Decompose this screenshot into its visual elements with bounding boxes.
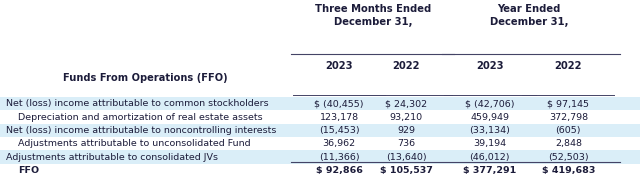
Bar — [0, 124, 640, 137]
Text: Net (loss) income attributable to common stockholders: Net (loss) income attributable to common… — [6, 99, 269, 108]
Text: 459,949: 459,949 — [470, 112, 509, 122]
Text: Adjustments attributable to unconsolidated Fund: Adjustments attributable to unconsolidat… — [18, 139, 250, 148]
Text: 2,848: 2,848 — [555, 139, 582, 148]
Text: (52,503): (52,503) — [548, 153, 589, 162]
Text: Funds From Operations (FFO): Funds From Operations (FFO) — [63, 73, 228, 83]
Text: 39,194: 39,194 — [473, 139, 506, 148]
Text: 93,210: 93,210 — [390, 112, 423, 122]
Text: Net (loss) income attributable to noncontrolling interests: Net (loss) income attributable to noncon… — [6, 126, 276, 135]
Text: 36,962: 36,962 — [323, 139, 356, 148]
Bar — [0, 150, 640, 164]
Text: 2022: 2022 — [393, 61, 420, 70]
Text: $ 419,683: $ 419,683 — [541, 166, 595, 175]
Text: (15,453): (15,453) — [319, 126, 360, 135]
Text: Year Ended
December 31,: Year Ended December 31, — [490, 4, 568, 27]
Text: Adjustments attributable to consolidated JVs: Adjustments attributable to consolidated… — [6, 153, 218, 162]
Text: 123,178: 123,178 — [319, 112, 359, 122]
Text: (46,012): (46,012) — [469, 153, 510, 162]
Text: $ 24,302: $ 24,302 — [385, 99, 428, 108]
Text: Adjustments attributable to unconsolidated Fund: Adjustments attributable to unconsolidat… — [18, 139, 250, 148]
Bar — [0, 97, 640, 110]
Text: Depreciation and amortization of real estate assets: Depreciation and amortization of real es… — [18, 112, 262, 122]
Text: $ 105,537: $ 105,537 — [380, 166, 433, 175]
Text: 2023: 2023 — [326, 61, 353, 70]
Text: 2023: 2023 — [476, 61, 503, 70]
Text: Three Months Ended
December 31,: Three Months Ended December 31, — [315, 4, 431, 27]
Text: $ (42,706): $ (42,706) — [465, 99, 515, 108]
Text: Net (loss) income attributable to common stockholders: Net (loss) income attributable to common… — [6, 99, 269, 108]
Text: Adjustments attributable to consolidated JVs: Adjustments attributable to consolidated… — [6, 153, 218, 162]
Text: $ (40,455): $ (40,455) — [314, 99, 364, 108]
Text: $ 377,291: $ 377,291 — [463, 166, 516, 175]
Text: (33,134): (33,134) — [469, 126, 510, 135]
Text: (13,640): (13,640) — [386, 153, 427, 162]
Text: $ 92,866: $ 92,866 — [316, 166, 363, 175]
Text: 736: 736 — [397, 139, 415, 148]
Text: FFO: FFO — [18, 166, 39, 175]
Text: 929: 929 — [397, 126, 415, 135]
Text: $ 97,145: $ 97,145 — [547, 99, 589, 108]
Text: 372,798: 372,798 — [548, 112, 588, 122]
Text: 2022: 2022 — [555, 61, 582, 70]
Text: (11,366): (11,366) — [319, 153, 360, 162]
Text: (605): (605) — [556, 126, 581, 135]
